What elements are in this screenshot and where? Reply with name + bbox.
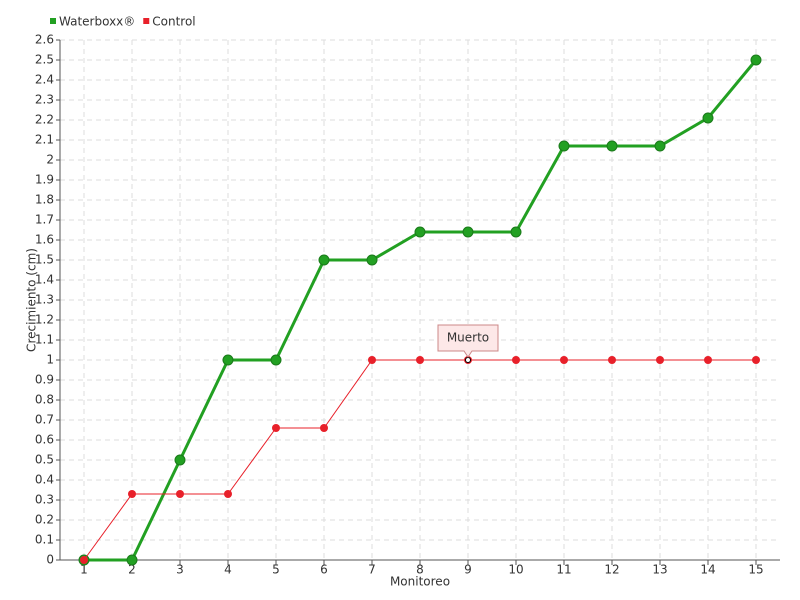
- y-tick-label: 2.2: [35, 113, 54, 127]
- y-tick-label: 0.5: [35, 453, 54, 467]
- annotation-box: [437, 324, 499, 358]
- data-point: [608, 356, 616, 364]
- y-tick-label: 2.4: [35, 73, 54, 87]
- data-point: [270, 354, 282, 366]
- x-tick-label: 7: [368, 563, 376, 577]
- y-tick-label: 2.6: [35, 33, 54, 47]
- y-tick-label: 2.1: [35, 133, 54, 147]
- data-point: [414, 226, 426, 238]
- legend-swatch: [143, 18, 150, 24]
- y-tick-label: 0: [46, 553, 54, 567]
- data-point: [656, 356, 664, 364]
- y-tick-label: 1.5: [35, 253, 54, 267]
- y-tick-label: 1.2: [35, 313, 54, 327]
- x-tick-label: 4: [224, 563, 232, 577]
- data-point: [752, 356, 760, 364]
- y-tick-label: 0.6: [35, 433, 54, 447]
- data-point: [174, 454, 186, 466]
- y-tick-label: 0.3: [35, 493, 54, 507]
- x-tick-label: 13: [652, 563, 667, 577]
- legend-label: Control: [152, 15, 195, 29]
- y-tick-label: 1.8: [35, 193, 54, 207]
- data-point: [750, 54, 762, 66]
- data-point: [366, 254, 378, 266]
- x-tick-label: 14: [700, 563, 715, 577]
- x-tick-label: 8: [416, 563, 424, 577]
- data-point: [702, 112, 714, 124]
- x-tick-label: 12: [604, 563, 619, 577]
- y-tick-label: 1: [46, 353, 54, 367]
- data-point: [176, 490, 184, 498]
- x-tick-label: 5: [272, 563, 280, 577]
- y-tick-label: 0.1: [35, 533, 54, 547]
- y-tick-label: 1.1: [35, 333, 54, 347]
- y-tick-label: 1.6: [35, 233, 54, 247]
- data-point: [272, 424, 280, 432]
- y-tick-label: 1.3: [35, 293, 54, 307]
- y-tick-label: 0.2: [35, 513, 54, 527]
- y-tick-label: 2.5: [35, 53, 54, 67]
- x-tick-label: 11: [556, 563, 571, 577]
- data-point: [560, 356, 568, 364]
- data-point: [126, 554, 138, 566]
- data-point: [704, 356, 712, 364]
- y-tick-label: 1.4: [35, 273, 54, 287]
- x-tick-label: 2: [128, 563, 136, 577]
- y-tick-label: 1.7: [35, 213, 54, 227]
- data-point: [80, 556, 88, 564]
- y-tick-label: 0.4: [35, 473, 54, 487]
- x-tick-label: 6: [320, 563, 328, 577]
- y-tick-label: 0.7: [35, 413, 54, 427]
- data-point: [128, 490, 136, 498]
- y-tick-label: 0.8: [35, 393, 54, 407]
- data-point: [510, 226, 522, 238]
- data-point: [512, 356, 520, 364]
- annotation-marker: [465, 357, 471, 363]
- data-point: [320, 424, 328, 432]
- data-point: [368, 356, 376, 364]
- x-tick-label: 3: [176, 563, 184, 577]
- x-axis-label: Monitoreo: [390, 575, 450, 589]
- data-point: [654, 140, 666, 152]
- legend-label: Waterboxx®: [59, 15, 135, 29]
- x-tick-label: 9: [464, 563, 472, 577]
- data-point: [222, 354, 234, 366]
- y-tick-label: 2: [46, 153, 54, 167]
- x-tick-label: 1: [80, 563, 88, 577]
- y-tick-label: 2.3: [35, 93, 54, 107]
- x-tick-label: 15: [748, 563, 763, 577]
- x-tick-label: 10: [508, 563, 523, 577]
- data-point: [558, 140, 570, 152]
- data-point: [462, 226, 474, 238]
- data-point: [318, 254, 330, 266]
- annotation-text: Muerto: [447, 331, 489, 345]
- y-tick-label: 1.9: [35, 173, 54, 187]
- legend-swatch: [50, 18, 56, 24]
- y-axis-label: Crecimiento (cm): [25, 248, 39, 352]
- data-point: [224, 490, 232, 498]
- data-point: [606, 140, 618, 152]
- y-tick-label: 0.9: [35, 373, 54, 387]
- data-point: [416, 356, 424, 364]
